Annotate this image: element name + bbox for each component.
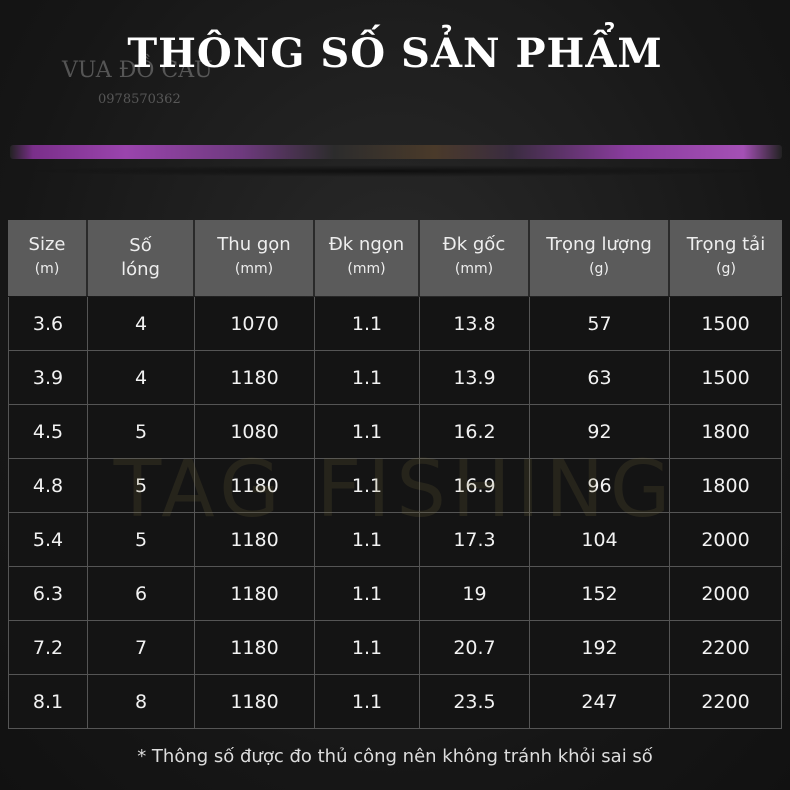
- table-cell: 7.2: [8, 621, 88, 675]
- header-cell: Trọng lượng (g): [530, 220, 670, 296]
- table-cell: 17.3: [420, 513, 530, 567]
- table-cell: 104: [530, 513, 670, 567]
- table-cell: 1.1: [315, 297, 420, 351]
- table-cell: 4: [88, 297, 195, 351]
- table-cell: 13.9: [420, 351, 530, 405]
- table-cell: 4.5: [8, 405, 88, 459]
- table-cell: 1080: [195, 405, 315, 459]
- table-cell: 19: [420, 567, 530, 621]
- header-unit: (mm): [454, 261, 494, 277]
- header-name: Size: [28, 234, 66, 255]
- table-cell: 1180: [195, 459, 315, 513]
- table-cell: 1.1: [315, 567, 420, 621]
- table-cell: 1180: [195, 675, 315, 729]
- table-cell: 23.5: [420, 675, 530, 729]
- table-cell: 92: [530, 405, 670, 459]
- table-cell: 1180: [195, 567, 315, 621]
- table-cell: 1500: [670, 351, 782, 405]
- table-cell: 5: [88, 513, 195, 567]
- header-unit: (mm): [234, 261, 274, 277]
- table-cell: 1.1: [315, 513, 420, 567]
- table-cell: 4.8: [8, 459, 88, 513]
- header-cell: Đk gốc (mm): [420, 220, 530, 296]
- table-cell: 192: [530, 621, 670, 675]
- table-cell: 1.1: [315, 459, 420, 513]
- table-cell: 152: [530, 567, 670, 621]
- table-cell: 1.1: [315, 675, 420, 729]
- header-name: Thu gọn: [217, 234, 291, 255]
- table-cell: 16.2: [420, 405, 530, 459]
- table-cell: 2200: [670, 675, 782, 729]
- header-name: Đk gốc: [442, 234, 506, 255]
- header-unit: (m): [34, 261, 60, 277]
- table-cell: 7: [88, 621, 195, 675]
- table-cell: 2200: [670, 621, 782, 675]
- table-cell: 1800: [670, 405, 782, 459]
- table-cell: 1.1: [315, 351, 420, 405]
- header-name: Số lóng: [121, 235, 160, 280]
- table-cell: 3.6: [8, 297, 88, 351]
- table-cell: 20.7: [420, 621, 530, 675]
- header-cell: Trọng tải (g): [670, 220, 782, 296]
- table-cell: 1180: [195, 513, 315, 567]
- table-cell: 5: [88, 459, 195, 513]
- header-name: Trọng tải: [686, 234, 766, 255]
- logo-text: VUA ĐỒ CÂU: [62, 58, 213, 83]
- table-cell: 2000: [670, 567, 782, 621]
- header-unit: (g): [589, 261, 609, 277]
- fishing-rod: [10, 145, 782, 159]
- table-cell: 6.3: [8, 567, 88, 621]
- header-cell: Thu gọn (mm): [195, 220, 315, 296]
- table-cell: 1.1: [315, 621, 420, 675]
- table-cell: 1500: [670, 297, 782, 351]
- table-cell: 8.1: [8, 675, 88, 729]
- table-cell: 4: [88, 351, 195, 405]
- table-cell: 3.9: [8, 351, 88, 405]
- table-cell: 96: [530, 459, 670, 513]
- table-cell: 16.9: [420, 459, 530, 513]
- table-cell: 5: [88, 405, 195, 459]
- table-cell: 247: [530, 675, 670, 729]
- table-cell: 6: [88, 567, 195, 621]
- phone: 0978570362: [98, 92, 181, 107]
- header-unit: (g): [716, 261, 736, 277]
- header-unit: (mm): [347, 261, 386, 277]
- title: THÔNG SỐ SẢN PHẨM: [127, 30, 663, 77]
- header-name: Trọng lượng: [546, 234, 652, 255]
- rod-shadow: [20, 165, 770, 177]
- header-cell: Số lóng: [88, 220, 195, 296]
- table-cell: 1180: [195, 351, 315, 405]
- table-cell: 1.1: [315, 405, 420, 459]
- table-cell: 1180: [195, 621, 315, 675]
- table-cell: 1800: [670, 459, 782, 513]
- table-cell: 57: [530, 297, 670, 351]
- table-cell: 8: [88, 675, 195, 729]
- header-cell: Size (m): [8, 220, 88, 296]
- table-cell: 13.8: [420, 297, 530, 351]
- header-name: Đk ngọn: [328, 234, 405, 255]
- footnote: * Thông số được đo thủ công nên không tr…: [137, 746, 653, 767]
- table-cell: 2000: [670, 513, 782, 567]
- table-cell: 63: [530, 351, 670, 405]
- header-cell: Đk ngọn (mm): [315, 220, 420, 296]
- table-cell: 1070: [195, 297, 315, 351]
- table-cell: 5.4: [8, 513, 88, 567]
